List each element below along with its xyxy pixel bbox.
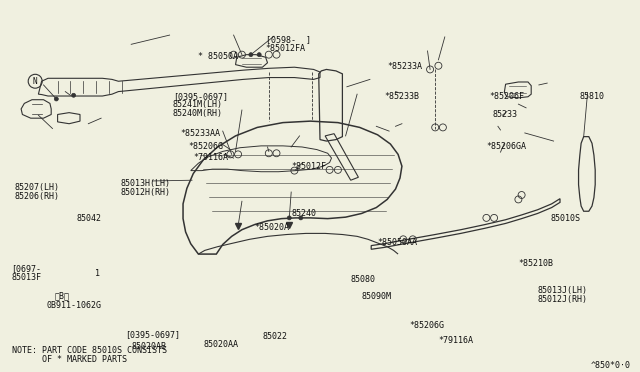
Text: 85020AA: 85020AA (204, 340, 239, 350)
Text: 85241M(LH): 85241M(LH) (173, 100, 223, 109)
Text: *79116A: *79116A (193, 153, 228, 162)
Circle shape (249, 53, 253, 57)
Text: 85020AB: 85020AB (131, 341, 166, 350)
Text: *85206F: *85206F (490, 92, 525, 100)
Text: 85012H(RH): 85012H(RH) (120, 188, 170, 197)
Text: 85206(RH): 85206(RH) (14, 192, 59, 201)
Text: [0697-: [0697- (12, 264, 42, 273)
Text: *85020A: *85020A (255, 224, 290, 232)
Text: 85207(LH): 85207(LH) (14, 183, 59, 192)
Text: [0598-  ]: [0598- ] (266, 35, 310, 44)
Circle shape (287, 216, 291, 220)
Text: N: N (33, 77, 38, 86)
Text: [0395-0697]: [0395-0697] (125, 331, 180, 340)
Text: 85240M(RH): 85240M(RH) (173, 109, 223, 118)
Text: *85206G: *85206G (410, 321, 445, 330)
Text: 85080: 85080 (351, 275, 376, 284)
Text: 0B911-1062G: 0B911-1062G (46, 301, 101, 310)
Text: 85810: 85810 (579, 92, 604, 100)
Text: 85022: 85022 (262, 332, 287, 341)
Text: 85090M: 85090M (362, 292, 392, 301)
Text: 85013H(LH): 85013H(LH) (120, 179, 170, 188)
Circle shape (72, 93, 76, 97)
Text: *85012F: *85012F (291, 163, 326, 171)
Text: 85012J(RH): 85012J(RH) (538, 295, 588, 304)
Text: *85050AA: *85050AA (378, 238, 417, 247)
Text: *85012FA: *85012FA (266, 44, 306, 52)
Text: [0395-0697]: [0395-0697] (173, 92, 228, 101)
Circle shape (54, 97, 58, 101)
Text: 85010S: 85010S (550, 214, 580, 223)
Text: *85206G: *85206G (189, 142, 224, 151)
Text: *79116A: *79116A (438, 336, 474, 345)
Text: 85013J(LH): 85013J(LH) (538, 286, 588, 295)
Text: *85233B: *85233B (384, 92, 419, 100)
Text: ^850*0·0: ^850*0·0 (590, 361, 630, 370)
Text: （B）: （B） (54, 292, 69, 301)
Text: 85013F: 85013F (12, 273, 42, 282)
Text: 85240: 85240 (291, 209, 316, 218)
Circle shape (299, 216, 303, 220)
Text: *85233A: *85233A (387, 62, 422, 71)
Text: 1: 1 (95, 269, 100, 278)
Text: NOTE: PART CODE 85010S CONSISTS: NOTE: PART CODE 85010S CONSISTS (12, 346, 166, 355)
Text: *85210B: *85210B (518, 259, 554, 267)
Text: OF * MARKED PARTS: OF * MARKED PARTS (12, 355, 127, 364)
Text: * 85050A: * 85050A (198, 52, 239, 61)
Text: *85206GA: *85206GA (486, 142, 526, 151)
Circle shape (257, 53, 261, 57)
Text: 85233: 85233 (493, 110, 518, 119)
Text: *85233AA: *85233AA (180, 128, 220, 138)
Text: 85042: 85042 (77, 214, 102, 223)
